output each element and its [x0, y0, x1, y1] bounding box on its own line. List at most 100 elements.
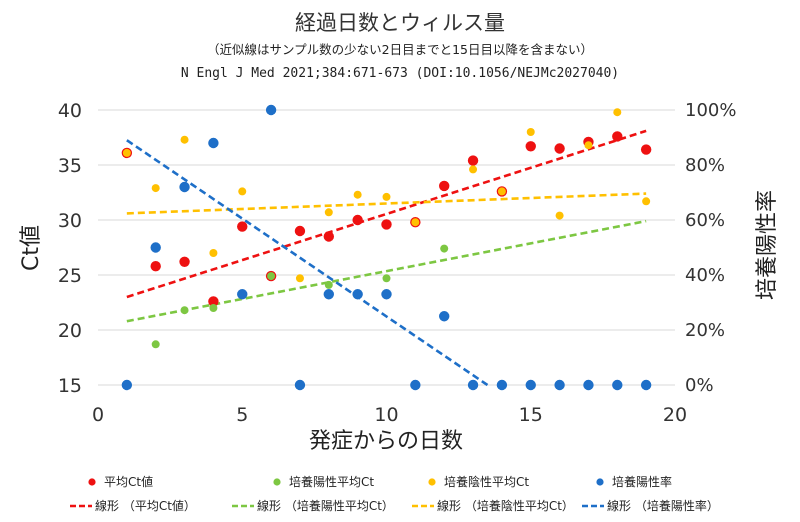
y-tick-label: 30 — [58, 210, 82, 232]
data-point — [324, 208, 333, 217]
data-point — [324, 280, 333, 289]
legend-marker — [88, 478, 96, 486]
data-point — [411, 218, 420, 227]
x-axis-label: 発症からの日数 — [309, 429, 463, 454]
data-point — [323, 231, 334, 242]
legend-label: 培養陰性平均Ct — [444, 474, 529, 489]
data-point — [525, 379, 536, 391]
chart-title: 経過日数とウィルス量 — [295, 11, 505, 35]
data-point — [526, 128, 535, 136]
legend-label: 培養陽性平均Ct — [289, 474, 374, 489]
data-point — [381, 289, 392, 300]
x-tick-label: 15 — [519, 404, 543, 426]
x-tick-label: 20 — [663, 404, 687, 426]
data-point — [179, 181, 190, 193]
gridlines — [98, 109, 675, 386]
trendline — [126, 129, 647, 299]
y2-tick-label: 0% — [685, 375, 714, 396]
trendline — [126, 192, 647, 215]
y2-tick-label: 20% — [685, 320, 725, 341]
data-point — [295, 274, 304, 283]
data-point — [208, 137, 219, 149]
y2-tick-label: 80% — [685, 155, 725, 176]
data-point — [584, 141, 593, 150]
data-point — [294, 379, 306, 391]
legend-marker — [273, 478, 281, 486]
y-axis-label: Ct値 — [19, 225, 44, 271]
data-point — [267, 272, 276, 281]
chart-subtitle: （近似線はサンプル数の少ない2日目までと15日目以降を含まない） — [207, 42, 593, 57]
y2-tick-label: 60% — [685, 210, 725, 231]
legend-label: 線形 （平均Ct値） — [95, 498, 196, 513]
data-point — [209, 304, 218, 312]
data-point — [612, 379, 623, 391]
trendline — [126, 139, 489, 387]
data-point — [640, 144, 652, 155]
legend-label: 線形 （培養陽性平均Ct） — [257, 498, 394, 513]
data-point — [150, 261, 161, 272]
data-point — [554, 143, 565, 154]
y2-tick-label: 100% — [685, 100, 736, 121]
trendlines — [126, 129, 647, 387]
y-tick-label: 35 — [58, 155, 82, 177]
data-point — [180, 306, 189, 315]
data-point — [555, 211, 564, 220]
data-point — [122, 148, 131, 157]
data-point — [439, 311, 450, 322]
legend-label: 線形 （培養陽性率） — [607, 498, 719, 513]
x-tick-label: 0 — [92, 404, 104, 426]
data-points — [121, 104, 652, 391]
data-point — [467, 155, 479, 166]
legend-label: 培養陽性率 — [612, 474, 672, 489]
chart-citation: N Engl J Med 2021;384:671-673 (DOI:10.10… — [181, 66, 619, 81]
data-point — [121, 379, 133, 391]
tick-labels: 15 20 25 30 35 40 0% 20% 40% 60% 80% 100% 0 5 10 15 20 — [58, 100, 737, 426]
data-point — [151, 340, 160, 349]
data-point — [497, 187, 506, 196]
y-tick-label: 15 — [58, 375, 82, 397]
data-point — [439, 180, 450, 192]
data-point — [381, 219, 392, 230]
y2-tick-label: 40% — [685, 265, 725, 286]
y-tick-label: 20 — [58, 320, 82, 342]
data-point — [150, 242, 161, 253]
legend-label: 線形 （培養陰性平均Ct） — [437, 498, 574, 513]
data-point — [323, 289, 334, 300]
data-point — [467, 379, 479, 391]
data-point — [294, 225, 306, 237]
data-point — [237, 221, 248, 232]
data-point — [613, 108, 622, 117]
y-tick-label: 25 — [58, 265, 82, 287]
x-tick-label: 5 — [236, 404, 248, 426]
legend-label: 平均Ct値 — [104, 474, 153, 489]
data-point — [410, 379, 421, 391]
y2-axis-label: 培養陽性率 — [755, 190, 780, 300]
data-point — [640, 379, 652, 391]
data-point — [496, 379, 508, 391]
data-point — [238, 187, 247, 196]
data-point — [469, 165, 478, 174]
data-point — [265, 104, 277, 116]
data-point — [180, 135, 189, 144]
y-tick-label: 40 — [58, 100, 82, 122]
data-point — [208, 296, 219, 307]
data-point — [352, 214, 363, 226]
data-point — [151, 184, 160, 193]
data-point — [583, 379, 594, 391]
data-point — [179, 256, 190, 267]
legend-marker — [596, 478, 604, 486]
data-point — [382, 274, 391, 283]
data-point — [209, 249, 218, 257]
data-point — [353, 190, 362, 199]
data-point — [554, 379, 565, 391]
data-point — [612, 131, 623, 142]
data-point — [237, 289, 248, 300]
data-point — [352, 289, 363, 300]
data-point — [382, 192, 391, 201]
x-tick-label: 10 — [374, 404, 398, 426]
data-point — [440, 244, 449, 253]
legend-marker — [428, 478, 436, 486]
